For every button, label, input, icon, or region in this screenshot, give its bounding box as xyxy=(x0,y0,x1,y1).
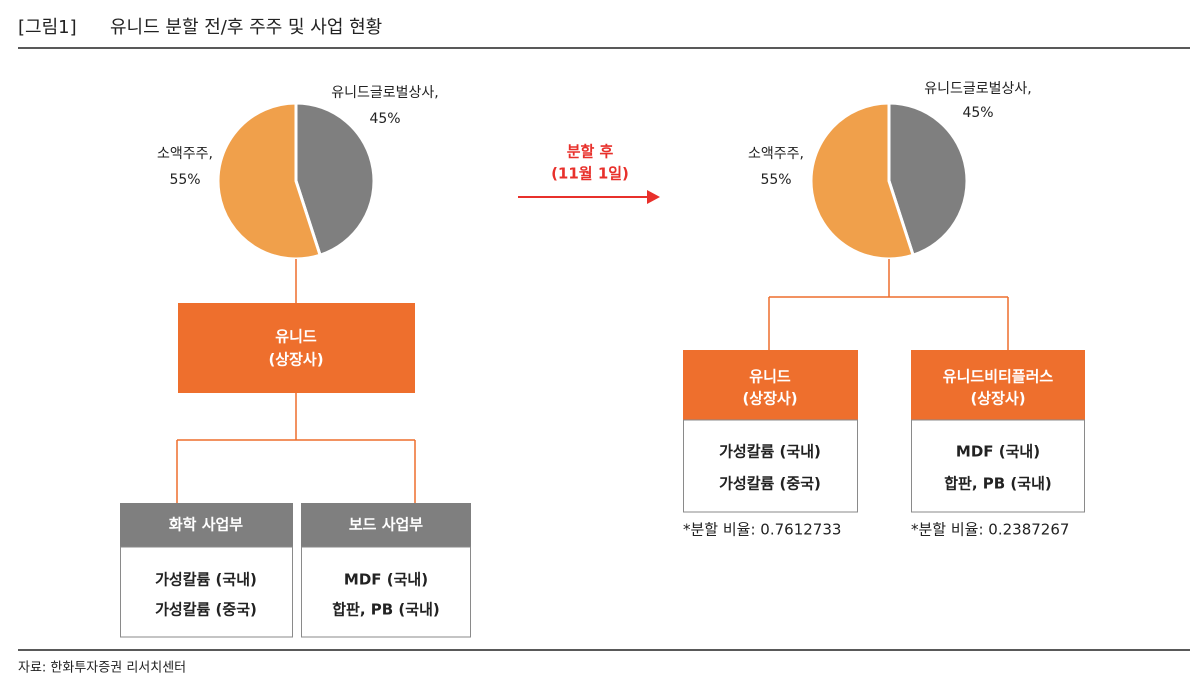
division-body xyxy=(120,546,293,638)
pie-slice xyxy=(887,101,969,258)
company-name: 유니드 xyxy=(749,368,791,386)
slice-name: 유니드글로벌상사, xyxy=(924,81,1032,97)
slice-label: 45% xyxy=(962,105,993,121)
arrow-date: (11월 1일) xyxy=(551,165,629,183)
slice-name: 유니드글로벌상사, xyxy=(331,85,439,101)
slice-name: 소액주주, xyxy=(157,146,213,162)
company-item: 가성칼륨 (중국) xyxy=(719,475,821,493)
company-body xyxy=(683,419,858,513)
slice-label: 55% xyxy=(169,172,200,188)
division-body xyxy=(301,546,471,638)
slice-name: 소액주주, xyxy=(748,146,804,162)
arrow-head xyxy=(647,190,660,204)
company-box xyxy=(911,350,1085,420)
connector xyxy=(768,259,1009,350)
division-header xyxy=(120,503,293,547)
connector xyxy=(176,259,416,503)
split-ratio: *분할 비율: 0.2387267 xyxy=(911,521,1069,539)
pie-slice xyxy=(294,101,376,258)
company-status: (상장사) xyxy=(742,390,797,408)
figure-title: 유니드 분할 전/후 주주 및 사업 현황 xyxy=(110,17,382,38)
company-item: 가성칼륨 (국내) xyxy=(719,443,821,461)
source: 자료: 한화투자증권 리서치센터 xyxy=(18,661,186,676)
split-ratio: *분할 비율: 0.7612733 xyxy=(683,521,841,539)
company-box xyxy=(178,303,415,393)
division-item: 가성칼륨 (국내) xyxy=(155,571,257,589)
company-box xyxy=(683,350,858,420)
company-item: MDF (국내) xyxy=(956,443,1040,461)
company-item: 합판, PB (국내) xyxy=(944,475,1051,493)
division-item: MDF (국내) xyxy=(344,571,428,589)
division-item: 가성칼륨 (중국) xyxy=(155,601,257,619)
company-body xyxy=(911,419,1085,513)
pie-after xyxy=(809,101,969,261)
arrow-label: 분할 후 xyxy=(567,143,614,161)
figure-label: [그림1] xyxy=(18,17,77,38)
company-status: (상장사) xyxy=(970,390,1025,408)
pie-before xyxy=(216,101,376,261)
company-name: 유니드비티플러스 xyxy=(943,368,1054,386)
pie-slice xyxy=(216,101,322,261)
slice-label: 45% xyxy=(369,111,400,127)
division-name: 보드 사업부 xyxy=(349,516,423,534)
company-status: (상장사) xyxy=(268,351,323,369)
division-item: 합판, PB (국내) xyxy=(332,601,439,619)
company-name: 유니드 xyxy=(275,328,317,346)
pie-slice xyxy=(809,101,915,261)
slice-label: 55% xyxy=(760,172,791,188)
division-name: 화학 사업부 xyxy=(169,516,243,534)
division-header xyxy=(301,503,471,547)
